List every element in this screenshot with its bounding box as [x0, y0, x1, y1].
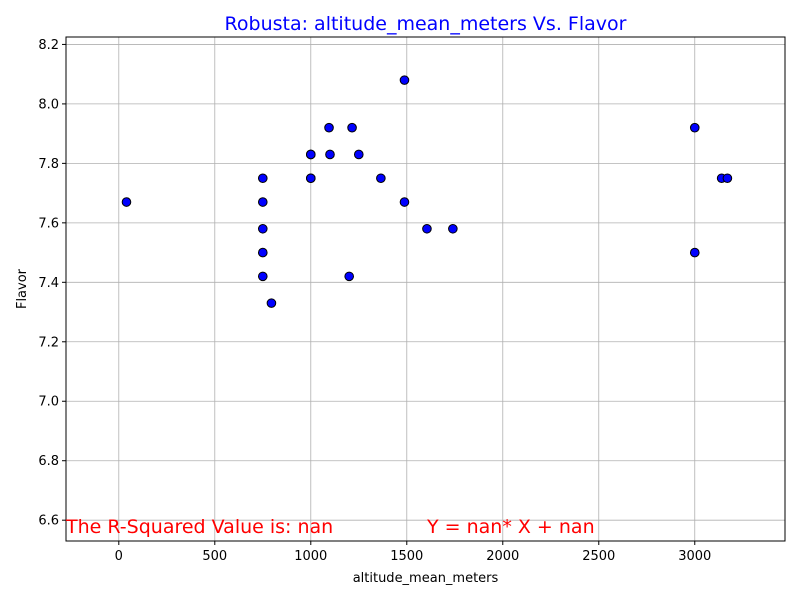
y-tick-label: 8.2: [38, 38, 59, 53]
axis-ticks: 0 500 1000 1500 2000 2500 3000 6.6 6.8 7.0 7.2 7.4 7…: [38, 38, 711, 564]
x-axis-title: altitude_mean_meters: [353, 571, 499, 586]
y-axis-title: Flavor: [15, 268, 30, 309]
data-point: [353, 149, 364, 160]
data-point: [266, 298, 277, 308]
data-point: [399, 75, 410, 85]
y-tick-label: 6.6: [38, 514, 59, 529]
data-point: [305, 149, 316, 160]
y-tick-label: 7.2: [38, 335, 59, 350]
data-points: [121, 75, 733, 308]
data-point: [325, 149, 335, 160]
plot-frame: [65, 36, 786, 542]
y-tick-label: 7.0: [38, 395, 59, 410]
data-point: [376, 173, 386, 184]
data-point: [344, 271, 354, 282]
data-point: [689, 122, 700, 133]
chart-title: Robusta: altitude_mean_meters Vs. Flavor: [225, 13, 627, 35]
y-tick-label: 7.6: [38, 216, 59, 231]
x-tick-label: 1500: [390, 549, 423, 564]
x-tick-label: 500: [202, 549, 227, 564]
data-point: [305, 173, 316, 184]
grid: [66, 37, 785, 541]
data-point: [422, 223, 432, 234]
data-point: [689, 247, 700, 258]
data-point: [448, 223, 458, 234]
data-point: [399, 197, 410, 207]
x-tick-label: 2500: [582, 549, 615, 564]
data-point: [257, 173, 268, 184]
x-tick-label: 3000: [678, 549, 711, 564]
x-tick-label: 2000: [486, 549, 519, 564]
data-point: [324, 122, 334, 133]
y-tick-label: 6.8: [38, 454, 59, 469]
y-tick-label: 8.0: [38, 97, 59, 112]
data-point: [257, 271, 268, 282]
x-tick-label: 1000: [294, 549, 327, 564]
data-point: [257, 247, 268, 258]
y-tick-label: 7.4: [38, 276, 59, 291]
data-point: [257, 197, 268, 207]
x-tick-label: 0: [115, 549, 123, 564]
regression-equation-annotation: Y = nan* X + nan: [426, 516, 595, 538]
data-point: [347, 122, 357, 133]
y-tick-label: 7.8: [38, 157, 59, 172]
data-point: [722, 173, 733, 184]
r-squared-annotation: The R-Squared Value is: nan: [65, 516, 333, 538]
data-point: [121, 197, 132, 207]
data-point: [257, 223, 268, 234]
